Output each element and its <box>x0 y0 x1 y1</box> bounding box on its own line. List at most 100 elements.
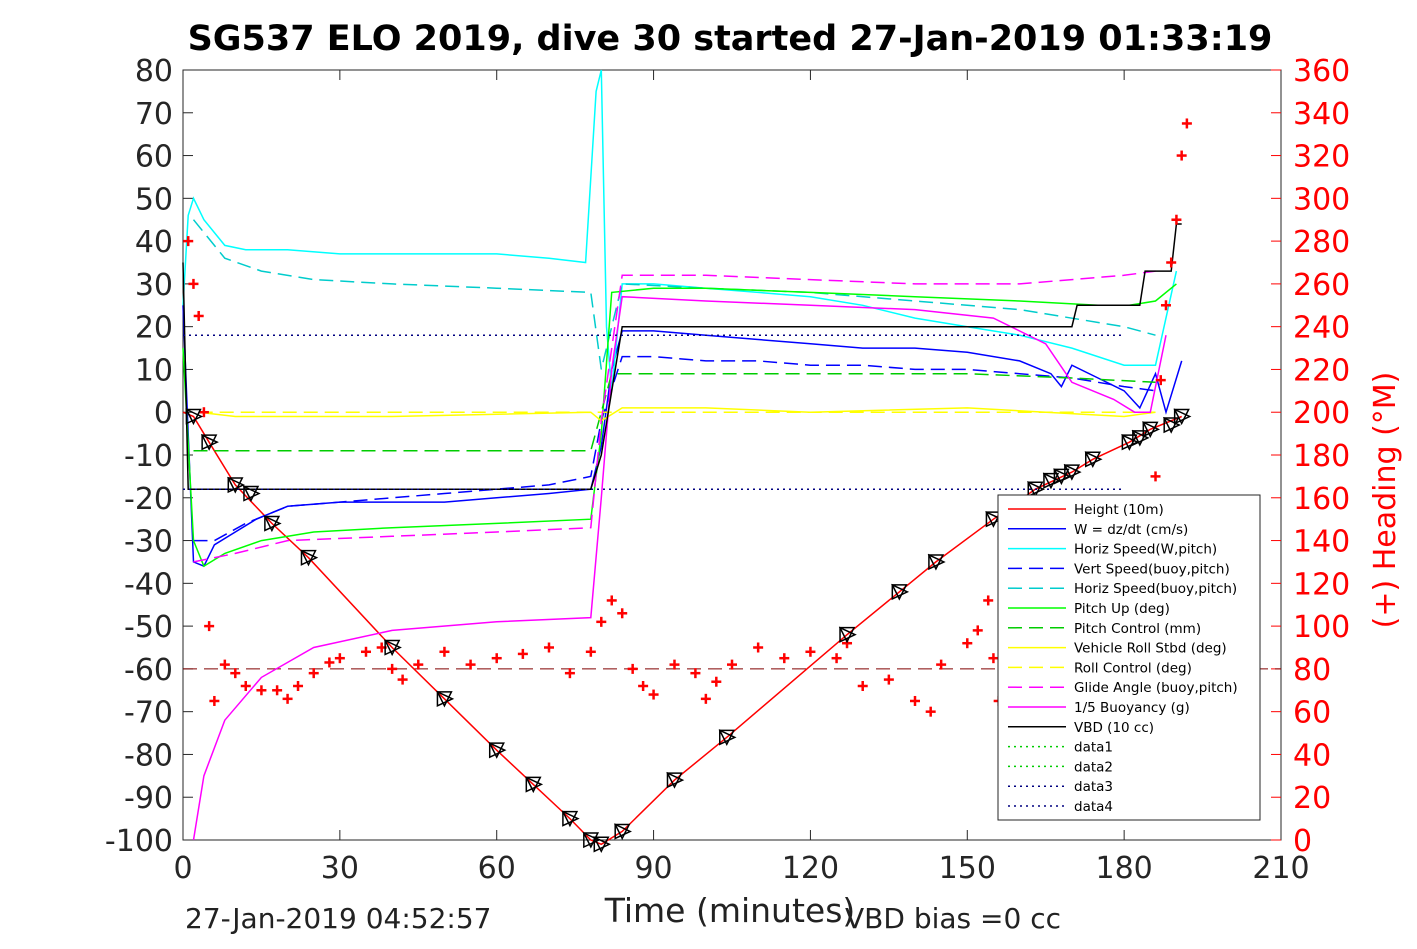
y2-tick-label: 280 <box>1293 225 1350 260</box>
depth-marker-right <box>1142 421 1161 438</box>
heading-marker <box>988 653 999 664</box>
heading-marker <box>585 646 596 657</box>
heading-marker <box>544 642 554 653</box>
depth-marker-down <box>525 776 542 794</box>
legend-entry: Glide Angle (buoy,pitch) <box>1074 680 1238 696</box>
heading-marker <box>1155 375 1166 386</box>
depth-marker-down <box>1084 451 1101 468</box>
heading-marker <box>308 668 319 679</box>
y-tick-label: -30 <box>124 525 173 560</box>
heading-marker <box>397 674 408 685</box>
x-tick-label: 60 <box>478 851 516 886</box>
depth-marker-down <box>1131 430 1149 447</box>
heading-marker <box>272 685 283 696</box>
legend-entry: Roll Control (deg) <box>1074 660 1192 676</box>
y2-tick-label: 100 <box>1293 610 1350 645</box>
heading-marker <box>564 668 575 679</box>
heading-marker <box>711 676 722 687</box>
heading-marker <box>1160 300 1171 311</box>
heading-marker <box>831 653 842 664</box>
legend-entry: Pitch Control (mm) <box>1074 621 1201 637</box>
depth-marker-down <box>838 626 856 644</box>
heading-marker <box>1171 214 1182 225</box>
plot-layer: 0 30 60 90 120 150 180 21080706050403020100-10-… <box>105 54 1350 886</box>
depth-marker-right <box>666 771 685 789</box>
y2-tick-label: 320 <box>1293 140 1350 175</box>
heading-marker <box>387 663 398 674</box>
heading-marker <box>617 608 628 619</box>
depth-marker-down <box>242 485 260 503</box>
x-axis-label: Time (minutes) <box>604 891 856 930</box>
y2-tick-label: 180 <box>1293 439 1350 474</box>
heading-marker <box>188 278 199 289</box>
x-tick-label: 210 <box>1252 851 1309 886</box>
legend-entry: W = dz/dt (cm/s) <box>1074 522 1188 538</box>
depth-marker-right <box>1053 468 1072 485</box>
heading-marker <box>857 681 868 691</box>
heading-marker <box>690 668 701 679</box>
heading-marker <box>1176 150 1187 161</box>
heading-marker <box>282 693 293 704</box>
series-line <box>192 295 1167 841</box>
depth-marker-right <box>1043 472 1061 489</box>
series-line <box>193 270 1156 563</box>
heading-marker <box>1181 118 1192 129</box>
depth-marker-down <box>200 434 218 451</box>
heading-marker <box>983 595 994 606</box>
heading-marker <box>240 681 251 691</box>
depth-marker-right <box>384 639 402 656</box>
depth-marker-right <box>891 583 910 601</box>
depth-marker-down <box>613 823 631 841</box>
y2-tick-label: 80 <box>1293 653 1331 688</box>
legend-entry: data4 <box>1074 799 1113 815</box>
x-tick-label: 0 <box>173 851 192 886</box>
heading-marker <box>256 685 267 696</box>
y-tick-label: -20 <box>124 482 173 517</box>
heading-marker <box>638 681 649 691</box>
depth-marker-right <box>436 690 455 708</box>
depth-marker-right <box>928 553 946 571</box>
legend-entry: Horiz Speed(buoy,pitch) <box>1074 581 1237 597</box>
y2-tick-label: 260 <box>1293 268 1350 303</box>
legend: Height (10m) W = dz/dt (cm/s) Horiz Speed(… <box>997 494 1261 821</box>
y-tick-label: 40 <box>135 225 173 260</box>
heading-marker <box>465 659 476 670</box>
heading-marker <box>669 659 680 670</box>
heading-marker <box>193 310 204 321</box>
series-line <box>193 372 1156 452</box>
heading-marker <box>334 653 345 664</box>
depth-marker-right <box>614 823 632 840</box>
heading-marker <box>648 689 659 700</box>
series-line <box>182 305 1183 568</box>
heading-marker <box>183 236 194 247</box>
y2-tick-label: 360 <box>1293 54 1350 89</box>
x-tick-label: 180 <box>1096 851 1153 886</box>
depth-marker-right <box>719 729 737 746</box>
y-tick-label: -70 <box>124 696 173 731</box>
depth-marker-right <box>300 549 319 566</box>
footer-vbd-bias: VBD bias =0 cc <box>845 902 1061 935</box>
depth-marker-right <box>1132 429 1150 447</box>
depth-marker-right <box>264 515 282 532</box>
y2-tick-label: 160 <box>1293 482 1350 517</box>
legend-entry: data3 <box>1074 779 1113 795</box>
heading-marker <box>910 695 920 706</box>
y2-tick-label: 20 <box>1293 781 1331 816</box>
x-tick-label: 120 <box>782 851 839 886</box>
x-tick-label: 90 <box>634 851 672 886</box>
series-line <box>198 407 1156 422</box>
heading-marker <box>517 648 528 659</box>
y-tick-label: -10 <box>124 439 173 474</box>
heading-marker <box>700 693 711 704</box>
heading-marker <box>198 407 209 418</box>
depth-marker-down <box>718 729 735 747</box>
y2-tick-label: 200 <box>1293 396 1350 431</box>
depth-marker-down <box>227 477 244 494</box>
heading-marker <box>324 657 335 668</box>
depth-marker-right <box>839 626 857 643</box>
heading-marker <box>805 646 816 657</box>
y2-tick-label: 40 <box>1293 738 1331 773</box>
heading-marker <box>936 659 947 670</box>
footer-timestamp: 27-Jan-2019 04:52:57 <box>185 902 491 935</box>
depth-marker-down <box>263 515 281 533</box>
